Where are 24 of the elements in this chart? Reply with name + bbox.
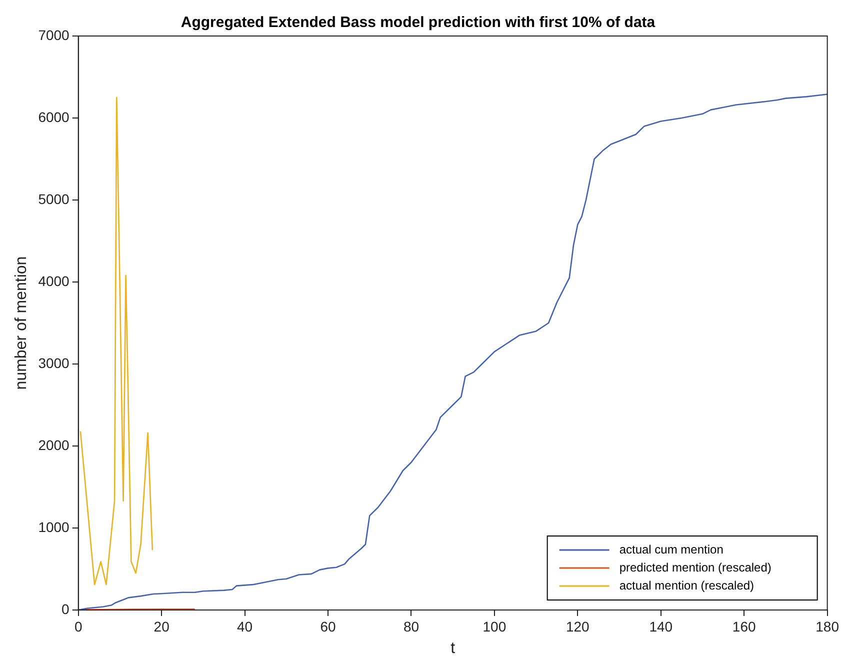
x-tick-label: 100 bbox=[482, 618, 506, 634]
legend-label: predicted mention (rescaled) bbox=[619, 560, 772, 574]
y-tick-label: 5000 bbox=[38, 190, 70, 207]
x-tick-label: 120 bbox=[566, 618, 590, 634]
legend-label: actual mention (rescaled) bbox=[619, 578, 754, 592]
y-tick-label: 0 bbox=[62, 600, 70, 617]
x-tick-label: 160 bbox=[732, 618, 756, 634]
x-tick-label: 140 bbox=[649, 618, 673, 634]
x-tick-label: 180 bbox=[816, 618, 840, 634]
y-tick-label: 2000 bbox=[38, 436, 70, 453]
x-tick-label: 40 bbox=[236, 618, 253, 634]
chart-title: Aggregated Extended Bass model prediction with first 10% of data bbox=[180, 14, 656, 32]
x-tick-label: 20 bbox=[154, 618, 170, 634]
y-tick-label: 4000 bbox=[38, 272, 70, 289]
x-tick-label: 60 bbox=[320, 618, 336, 634]
x-axis-title: t bbox=[450, 640, 456, 657]
legend-label: actual cum mention bbox=[619, 542, 724, 556]
y-tick-label: 3000 bbox=[38, 354, 70, 371]
x-tick-label: 80 bbox=[403, 618, 420, 634]
y-tick-label: 6000 bbox=[38, 108, 70, 125]
y-tick-label: 1000 bbox=[38, 518, 70, 535]
y-tick-label: 7000 bbox=[38, 26, 70, 43]
x-tick-label: 0 bbox=[74, 618, 82, 634]
y-axis-title: number of mention bbox=[13, 256, 30, 390]
